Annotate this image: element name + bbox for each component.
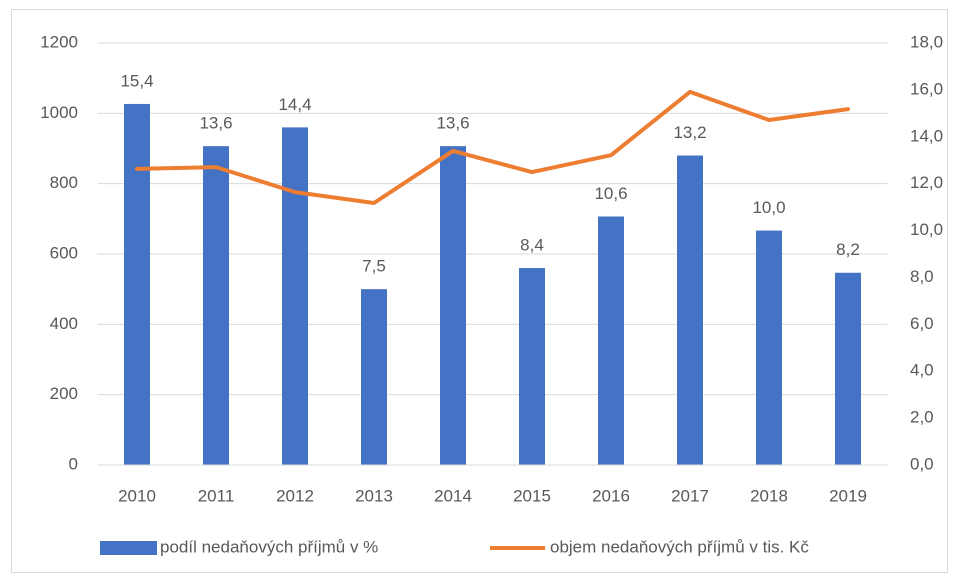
y2-tick-label: 10,0 xyxy=(910,220,943,239)
y2-tick-label: 12,0 xyxy=(910,173,943,192)
chart-border xyxy=(11,9,948,573)
y2-tick-label: 6,0 xyxy=(910,314,934,333)
line xyxy=(135,89,850,206)
bar xyxy=(282,127,308,466)
x-tick-label: 2013 xyxy=(355,486,393,505)
data-label: 7,5 xyxy=(362,257,386,276)
y-tick-label: 400 xyxy=(50,314,78,333)
data-label: 13,6 xyxy=(199,114,232,133)
x-tick-label: 2016 xyxy=(592,486,630,505)
legend-label: objem nedaňových příjmů v tis. Kč xyxy=(550,537,809,556)
x-tick-label: 2018 xyxy=(750,486,788,505)
x-tick-label: 2015 xyxy=(513,486,551,505)
data-label: 14,4 xyxy=(278,95,311,114)
data-label: 8,4 xyxy=(520,236,544,255)
bar xyxy=(361,289,387,465)
y-tick-label: 1000 xyxy=(40,103,78,122)
y-tick-label: 0 xyxy=(69,454,78,473)
bar xyxy=(677,155,703,466)
data-label: 10,6 xyxy=(594,184,627,203)
data-label: 13,2 xyxy=(673,123,706,142)
data-label: 15,4 xyxy=(120,71,153,90)
data-label: 10,0 xyxy=(752,198,785,217)
y-tick-label: 600 xyxy=(50,243,78,262)
y-tick-label: 800 xyxy=(50,173,78,192)
bar xyxy=(124,103,150,465)
bar xyxy=(835,272,861,465)
x-tick-label: 2012 xyxy=(276,486,314,505)
y2-tick-label: 16,0 xyxy=(910,79,943,98)
x-tick-label: 2014 xyxy=(434,486,472,505)
bar xyxy=(756,230,782,465)
y-tick-label: 200 xyxy=(50,384,78,403)
x-tick-label: 2019 xyxy=(829,486,867,505)
y2-tick-label: 0,0 xyxy=(910,454,934,473)
y2-tick-label: 14,0 xyxy=(910,126,943,145)
data-label: 8,2 xyxy=(836,240,860,259)
legend-label: podíl nedaňových příjmů v % xyxy=(160,537,378,556)
y2-tick-label: 18,0 xyxy=(910,32,943,51)
y2-tick-label: 2,0 xyxy=(910,408,934,427)
bar xyxy=(598,216,624,465)
y2-tick-label: 4,0 xyxy=(910,361,934,380)
bar xyxy=(519,268,545,465)
bar xyxy=(440,146,466,465)
x-tick-label: 2017 xyxy=(671,486,709,505)
x-tick-label: 2011 xyxy=(198,486,235,505)
legend-swatch xyxy=(100,541,157,555)
y2-tick-label: 8,0 xyxy=(910,267,934,286)
bar xyxy=(203,146,229,465)
x-tick-label: 2010 xyxy=(118,486,156,505)
data-label: 13,6 xyxy=(436,114,469,133)
y-tick-label: 1200 xyxy=(40,32,78,51)
